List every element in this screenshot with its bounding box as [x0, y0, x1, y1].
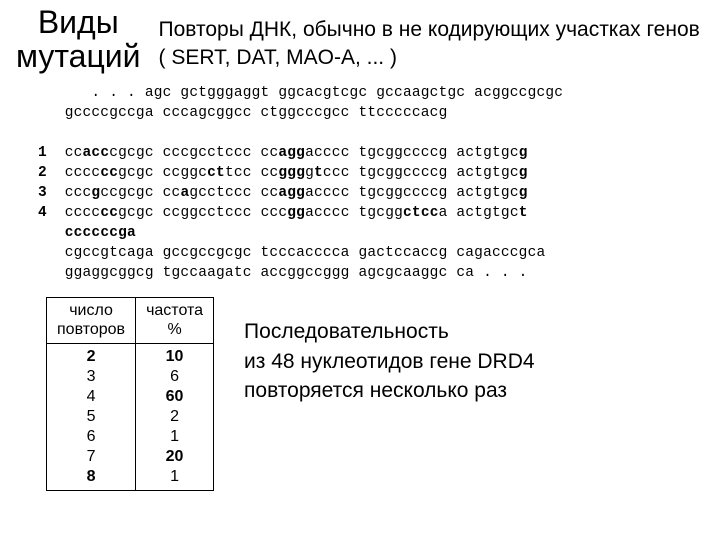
td-freqs: 1066021201 [136, 343, 214, 490]
td-repeats: 2345678 [47, 343, 136, 490]
th-freq: частота % [136, 298, 214, 343]
title-left-l2: мутаций [16, 38, 141, 74]
th-freq-l1: частота [146, 302, 203, 319]
desc-l3: повторяется несколько раз [244, 379, 507, 402]
th-freq-l2: % [167, 321, 181, 338]
title-left: Виды мутаций [16, 6, 141, 73]
header: Виды мутаций Повторы ДНК, обычно в не ко… [16, 8, 704, 73]
th-repeats: число повторов [47, 298, 136, 343]
title-right: Повторы ДНК, обычно в не кодирующих учас… [159, 8, 704, 73]
freq-table: число повторов частота % 2345678 1066021… [46, 297, 214, 490]
sequence-block: . . . agc gctgggaggt ggcacgtcgc gccaagct… [38, 83, 704, 283]
desc-l2: из 48 нуклеотидов гене DRD4 [244, 350, 535, 373]
description: Последовательность из 48 нуклеотидов ген… [244, 317, 535, 405]
desc-l1: Последовательность [244, 320, 449, 343]
bottom-row: число повторов частота % 2345678 1066021… [46, 297, 704, 490]
th-repeats-l2: повторов [57, 321, 125, 338]
th-repeats-l1: число [69, 302, 113, 319]
title-left-l1: Виды [38, 4, 119, 40]
